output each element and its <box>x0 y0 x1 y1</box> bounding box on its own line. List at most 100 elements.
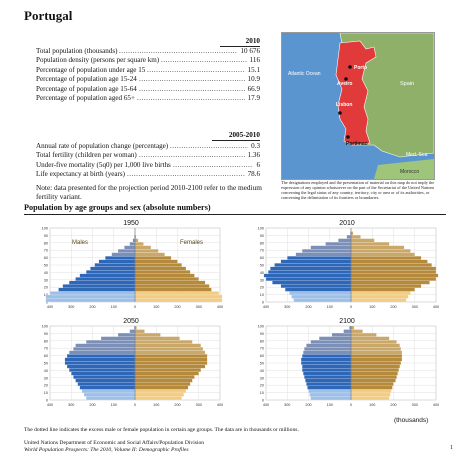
x-tick-label: 100 <box>111 403 117 407</box>
y-tick-label: 100 <box>42 325 48 329</box>
y-tick-label: 80 <box>260 241 264 245</box>
male-bar <box>270 266 352 271</box>
female-bar <box>134 378 193 383</box>
x-tick-label: 100 <box>369 305 375 309</box>
male-bar <box>129 241 136 246</box>
male-bar <box>90 266 136 271</box>
female-bar <box>134 371 199 376</box>
pyramid-title: 2010 <box>339 220 355 227</box>
female-bar <box>134 249 159 253</box>
map-morocco <box>374 159 434 179</box>
female-bar <box>350 252 415 257</box>
y-tick-label: 80 <box>260 339 264 343</box>
female-bar <box>350 343 400 348</box>
male-bar <box>305 378 352 383</box>
male-bar <box>325 241 352 246</box>
male-bar <box>349 325 352 330</box>
female-bar <box>350 325 355 330</box>
y-tick-label: 0 <box>262 301 264 305</box>
indicator-row: Under-five mortality (5q0) per 1,000 liv… <box>36 161 260 170</box>
y-tick-label: 80 <box>44 339 48 343</box>
female-bar <box>134 241 144 246</box>
male-bar <box>310 396 352 401</box>
map-label-atlantic: Atlantic Ocean <box>288 71 321 77</box>
female-bar <box>134 287 212 292</box>
indicator-value: 0.3 <box>251 142 260 150</box>
male-bar <box>300 357 352 362</box>
male-bar <box>331 332 352 337</box>
section-title: Population by age groups and sex (absolu… <box>24 203 211 212</box>
indicator-label: Annual rate of population change (percen… <box>36 142 169 150</box>
y-tick-label: 30 <box>44 278 48 282</box>
x-tick-label: 0 <box>350 403 352 407</box>
country-title: Portugal <box>24 8 73 23</box>
indicator-value: 116 <box>249 56 260 65</box>
indicator-leader-dots: ........................................… <box>139 75 245 84</box>
female-bar <box>350 336 390 341</box>
male-bar <box>75 378 136 383</box>
male-bar <box>69 280 136 285</box>
y-tick-label: 90 <box>260 332 264 336</box>
female-bar <box>134 277 199 281</box>
male-bar <box>265 277 352 281</box>
female-bar <box>350 354 403 358</box>
x-tick-label: 300 <box>68 305 74 309</box>
female-bar <box>350 350 403 355</box>
male-bar <box>105 256 136 260</box>
female-bar <box>350 294 409 299</box>
female-bar <box>134 259 178 264</box>
male-bar <box>274 263 352 267</box>
female-bar <box>350 385 393 390</box>
female-bar <box>134 361 208 365</box>
indicator-label: Percentage of population aged 65+ <box>36 94 135 102</box>
y-tick-label: 90 <box>44 234 48 238</box>
y-tick-label: 60 <box>44 256 48 260</box>
male-bar <box>86 396 136 401</box>
female-bar <box>134 273 195 278</box>
x-tick-label: 200 <box>305 305 311 309</box>
x-tick-label: 300 <box>196 403 202 407</box>
indicator-row: Percentage of population age 15-24......… <box>36 75 260 84</box>
y-tick-label: 70 <box>260 347 264 351</box>
map-portimao-dot <box>346 135 350 139</box>
indicator-value: 15.1 <box>247 65 260 74</box>
y-tick-label: 20 <box>44 384 48 388</box>
x-tick-label: 300 <box>412 403 418 407</box>
y-tick-label: 40 <box>260 271 264 275</box>
y-tick-label: 50 <box>260 264 264 268</box>
footer-publication: World Population Prospects: The 2010, Vo… <box>24 447 189 453</box>
male-bar <box>280 284 352 289</box>
female-bar <box>350 277 437 281</box>
map-label-morocco: Morocco <box>400 169 419 175</box>
male-bar <box>81 389 136 394</box>
y-tick-label: 20 <box>44 286 48 290</box>
male-bar <box>64 361 136 365</box>
indicator-leader-dots: ........................................… <box>173 160 253 169</box>
pyramid-chart-2100: 0 10 20 30 40 50 60 70 80 90 100 400 300 200 100 0 100 20… <box>252 316 442 412</box>
indicator-label: Total fertility (children per woman) <box>36 151 137 160</box>
y-tick-label: 30 <box>260 278 264 282</box>
male-bar <box>79 273 136 278</box>
male-bar <box>285 287 352 292</box>
male-bar <box>289 291 352 296</box>
y-tick-label: 0 <box>46 301 48 305</box>
male-bar <box>58 287 136 292</box>
indicator-row: Annual rate of population change (percen… <box>36 142 260 151</box>
female-bar <box>350 273 439 278</box>
y-tick-label: 90 <box>44 332 48 336</box>
indicator-leader-dots: ........................................… <box>147 65 245 74</box>
indicator-leader-dots: ........................................… <box>137 94 245 102</box>
map-label-portimao: Portimao <box>346 141 368 147</box>
male-bar <box>310 245 352 250</box>
female-bar <box>350 396 390 401</box>
female-bar <box>134 263 182 267</box>
map-portugal <box>335 40 377 146</box>
female-bar <box>134 252 165 257</box>
female-bar <box>134 284 210 289</box>
female-bar <box>134 368 201 372</box>
female-bar <box>350 287 415 292</box>
pyramid-chart-1950: 0102030405060708090100400300200100010020… <box>36 218 226 314</box>
indicator-value: 10.9 <box>247 75 260 84</box>
male-bar <box>79 385 136 390</box>
female-bar <box>134 392 184 397</box>
